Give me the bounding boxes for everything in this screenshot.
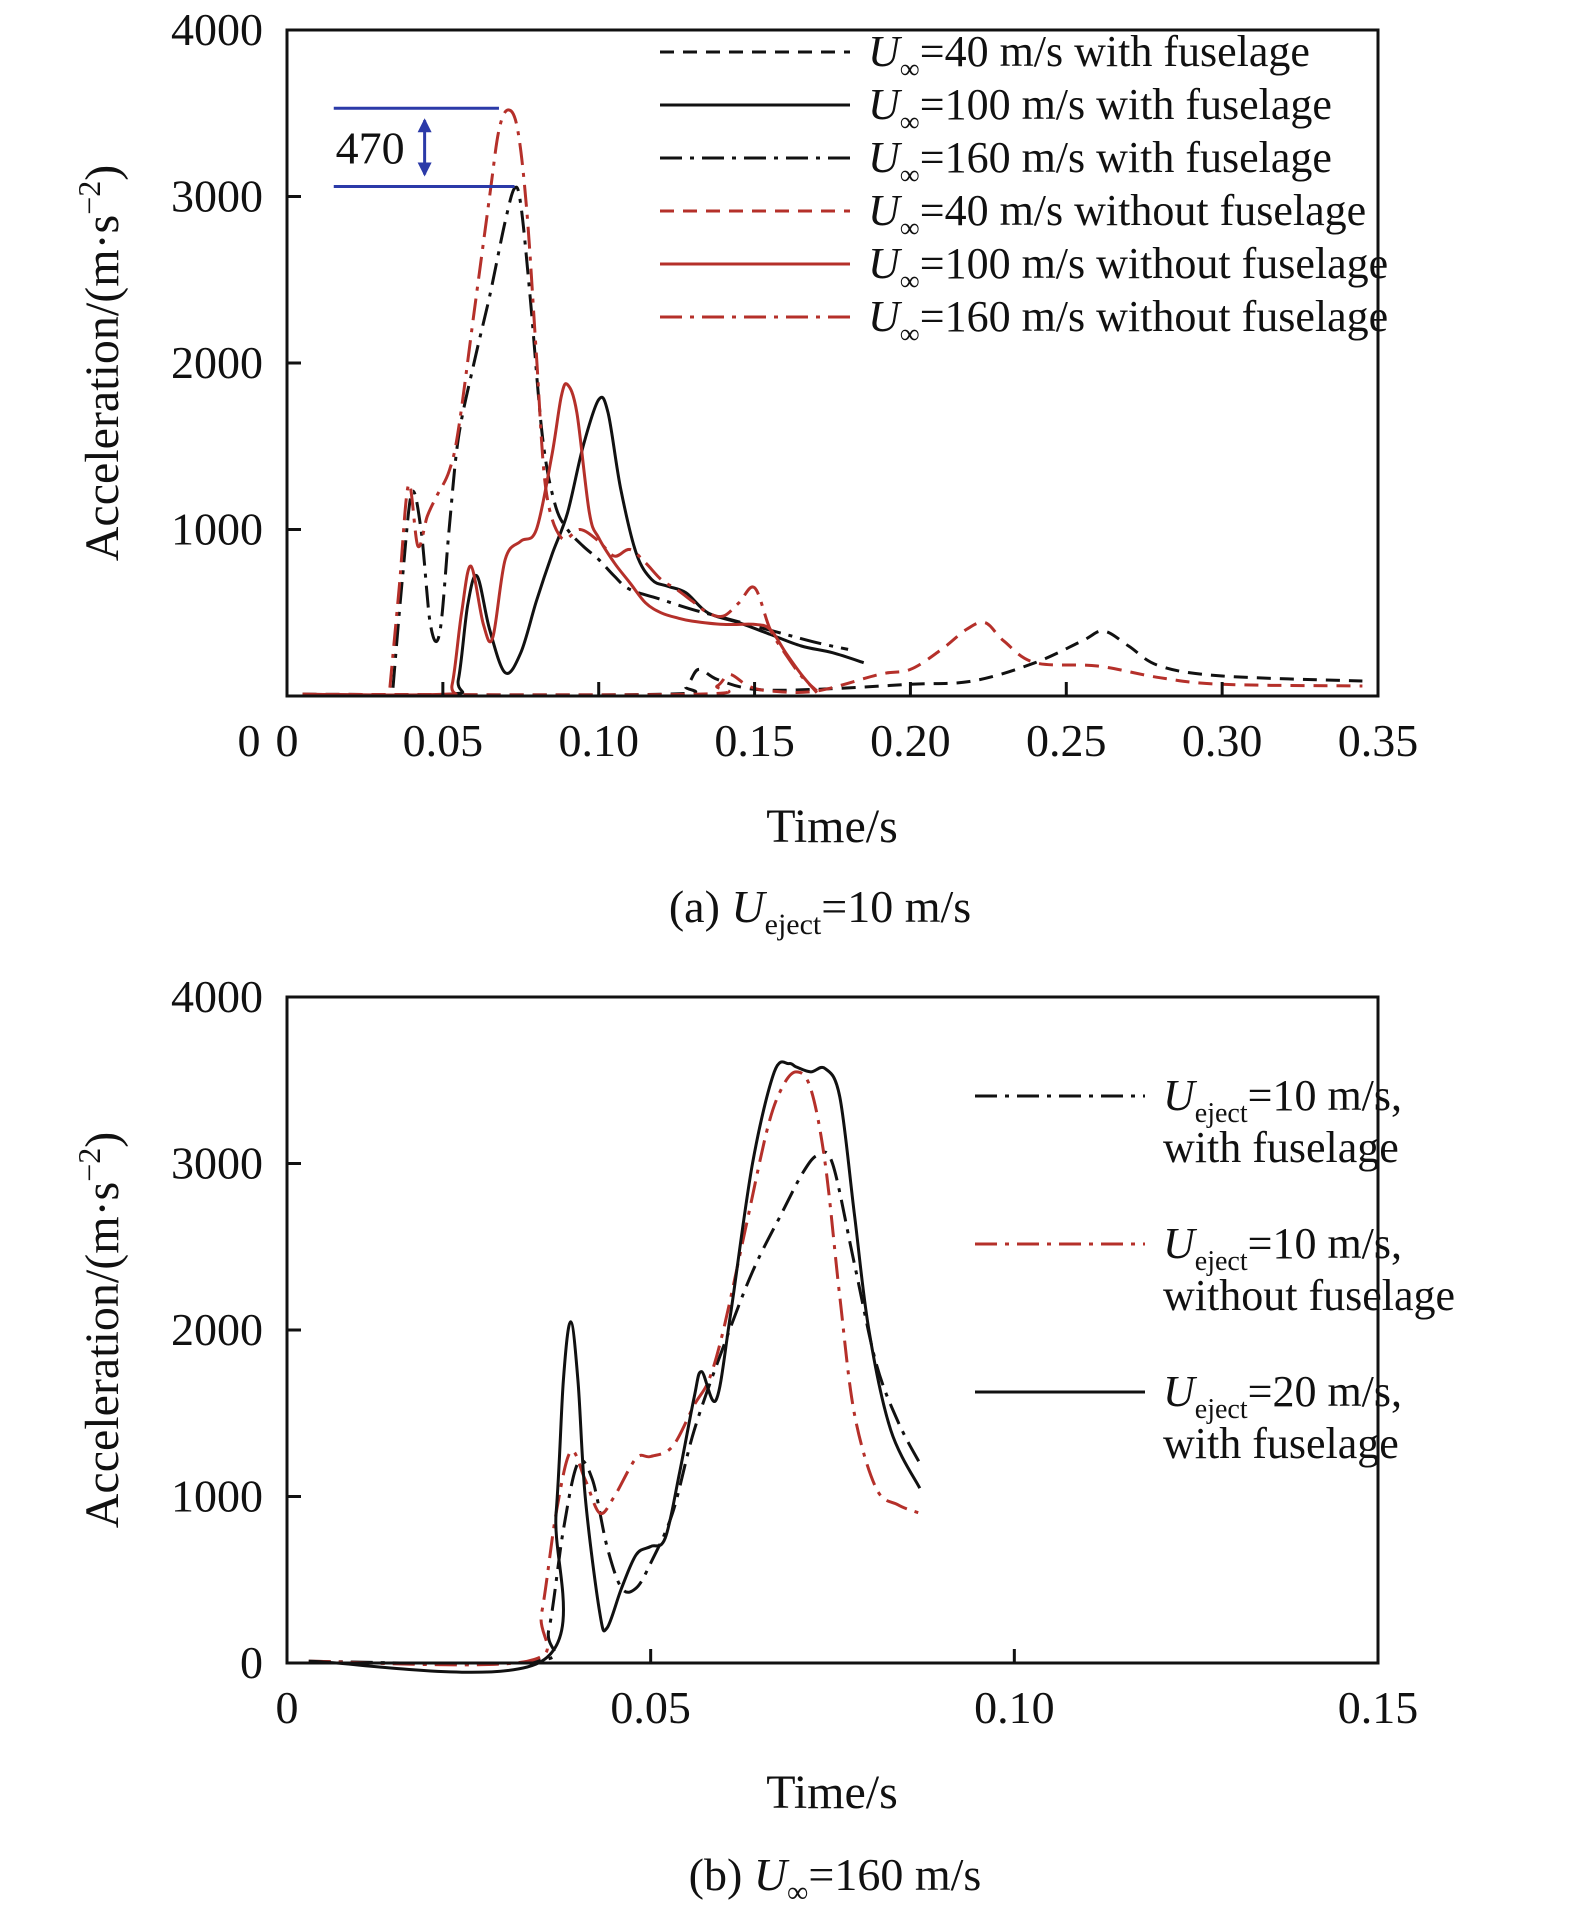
legend-entry-6: U∞=160 m/s without fuselage bbox=[868, 292, 1388, 350]
legend-entry-3: U∞=160 m/s with fuselage bbox=[868, 133, 1332, 191]
series-line-4 bbox=[302, 620, 1363, 697]
x-tick-label: 0.20 bbox=[870, 715, 951, 766]
chart-b-x-axis-title: Time/s bbox=[766, 1766, 898, 1819]
chart-b-x-ticks: 0 0.05 0.10 0.15 bbox=[276, 1649, 1419, 1733]
x-tick-label: 0.15 bbox=[1338, 1682, 1419, 1733]
x-tick-label: 0 bbox=[276, 1682, 299, 1733]
legend-entry-1: Ueject=10 m/s, bbox=[1163, 1071, 1402, 1129]
x-tick-label: 0.05 bbox=[403, 715, 484, 766]
annotation-label: 470 bbox=[336, 122, 405, 173]
y-tick-label: 1000 bbox=[171, 1471, 263, 1522]
chart-b-plot-frame bbox=[285, 995, 1380, 1665]
y-tick-label: 4000 bbox=[171, 971, 263, 1022]
y-tick-label: 3000 bbox=[171, 1138, 263, 1189]
x-tick-label: 0.30 bbox=[1182, 715, 1263, 766]
y-tick-label: 0 bbox=[240, 1637, 263, 1688]
series-line-6 bbox=[388, 108, 818, 693]
chart-b-caption: (b) U∞=160 m/s bbox=[689, 1849, 982, 1909]
series-line-1 bbox=[302, 629, 1363, 697]
annotation-arrow-down bbox=[417, 162, 432, 177]
legend-entry-1-line2: with fuselage bbox=[1163, 1123, 1399, 1172]
legend-entry-4: U∞=40 m/s without fuselage bbox=[868, 186, 1366, 244]
legend-entry-2-line2: without fuselage bbox=[1163, 1271, 1455, 1320]
y-tick-label: 4000 bbox=[171, 4, 263, 55]
series-line-1 bbox=[308, 1150, 922, 1666]
x-tick-label: 0.15 bbox=[714, 715, 795, 766]
series-line-3 bbox=[308, 1060, 922, 1674]
legend-entry-3-line2: with fuselage bbox=[1163, 1419, 1399, 1468]
legend-entry-5: U∞=100 m/s without fuselage bbox=[868, 239, 1388, 297]
chart-b-y-axis-title: Acceleration/(m·s−2) bbox=[71, 1132, 129, 1529]
chart-a-y-ticks: 1000 2000 3000 4000 0 bbox=[171, 4, 301, 766]
x-tick-label: 0 bbox=[276, 715, 299, 766]
series-line-5 bbox=[302, 382, 819, 697]
series-line-3 bbox=[391, 185, 849, 688]
x-tick-label: 0.05 bbox=[610, 1682, 691, 1733]
chart-b-series bbox=[308, 1060, 922, 1674]
chart-a-x-ticks: 0 0.05 0.10 0.15 0.20 0.25 0.30 0.35 bbox=[276, 682, 1419, 766]
series-line-2 bbox=[308, 1070, 921, 1667]
chart-a-y-axis-title: Acceleration/(m·s−2) bbox=[71, 165, 129, 562]
chart-b: 0 0.05 0.10 0.15 0 1000 2000 3000 4000 Time/s A… bbox=[71, 971, 1455, 1909]
y-tick-label: 2000 bbox=[171, 337, 263, 388]
x-tick-label: 0.25 bbox=[1026, 715, 1107, 766]
x-tick-label: 0.10 bbox=[558, 715, 639, 766]
annotation-arrow-up bbox=[417, 118, 432, 133]
x-tick-label: 0.10 bbox=[974, 1682, 1055, 1733]
legend-entry-3: Ueject=20 m/s, bbox=[1163, 1367, 1402, 1425]
legend-entry-1: U∞=40 m/s with fuselage bbox=[868, 27, 1310, 85]
chart-b-y-ticks: 0 1000 2000 3000 4000 bbox=[171, 971, 301, 1688]
chart-a-plot-frame bbox=[285, 28, 1380, 698]
y-tick-label: 2000 bbox=[171, 1304, 263, 1355]
chart-a-annotation-470: 470 bbox=[333, 106, 515, 189]
legend-entry-2: Ueject=10 m/s, bbox=[1163, 1219, 1402, 1277]
chart-a-caption: (a) Ueject=10 m/s bbox=[669, 881, 971, 941]
chart-a-series bbox=[302, 108, 1363, 697]
y-tick-label: 1000 bbox=[171, 504, 263, 555]
x-tick-label: 0.35 bbox=[1338, 715, 1419, 766]
y-tick-label-zero: 0 bbox=[238, 715, 261, 766]
chart-a-x-axis-title: Time/s bbox=[766, 800, 898, 853]
y-tick-label: 3000 bbox=[171, 171, 263, 222]
chart-a: 470 0 0.05 0.10 0.15 0.20 0.25 0.30 0.35 1000 20… bbox=[71, 4, 1418, 941]
legend-entry-2: U∞=100 m/s with fuselage bbox=[868, 80, 1332, 138]
